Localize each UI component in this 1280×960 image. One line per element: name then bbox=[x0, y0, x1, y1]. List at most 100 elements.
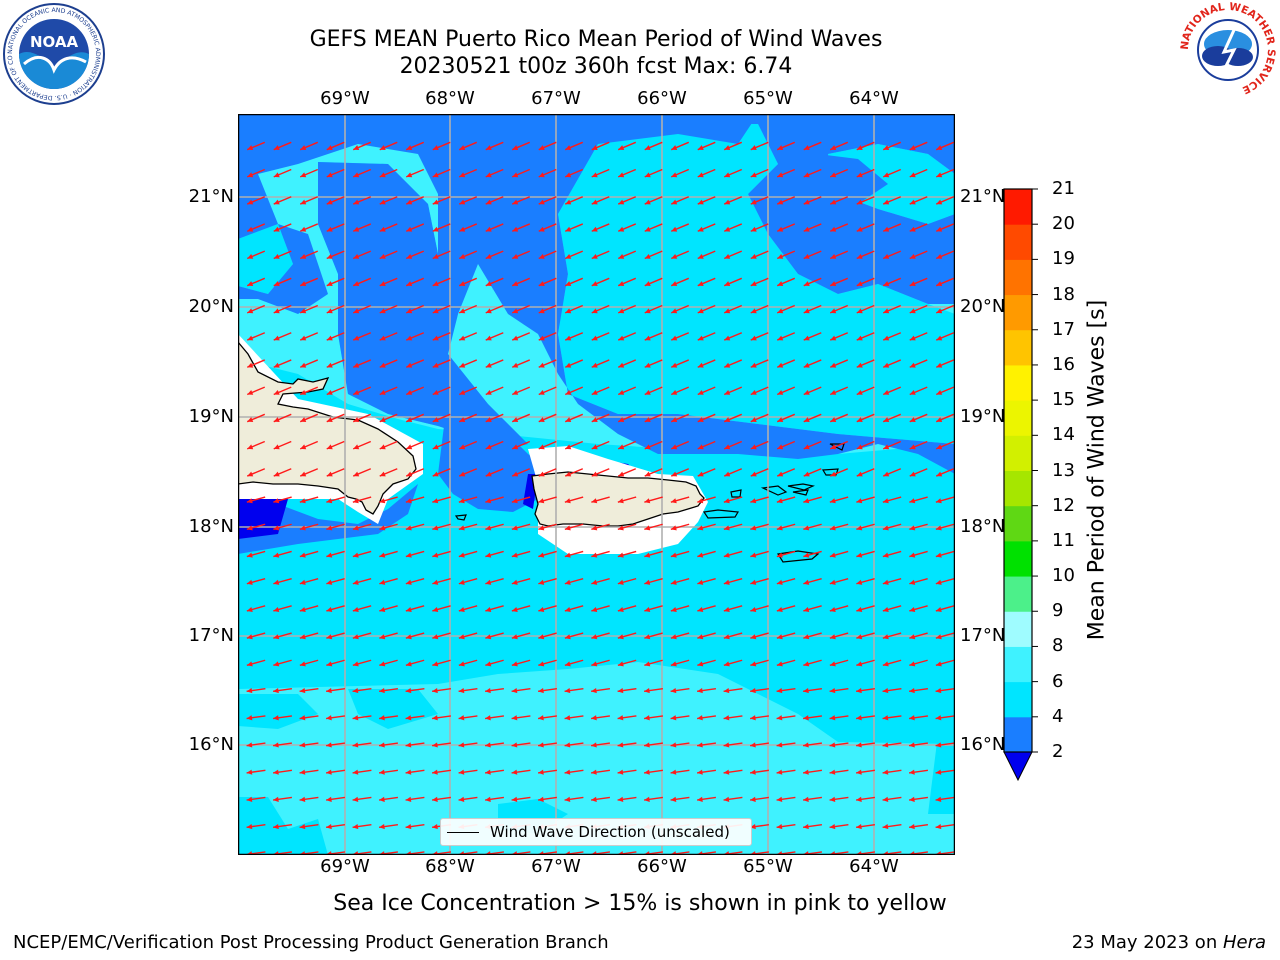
direction-arrow bbox=[379, 223, 398, 232]
direction-arrow bbox=[538, 413, 557, 423]
direction-arrow bbox=[299, 577, 319, 585]
direction-arrow bbox=[776, 196, 796, 205]
lat-tick-left: 19°N bbox=[188, 406, 234, 427]
direction-arrow bbox=[776, 468, 796, 477]
direction-arrow bbox=[696, 796, 717, 802]
direction-arrow bbox=[299, 605, 319, 613]
direction-arrow bbox=[882, 277, 902, 287]
direction-arrow bbox=[855, 823, 876, 830]
lon-tick-bottom: 65°W bbox=[743, 856, 793, 877]
direction-arrow bbox=[431, 769, 452, 775]
direction-arrow bbox=[432, 223, 451, 232]
direction-arrow bbox=[272, 796, 293, 802]
direction-arrow bbox=[432, 550, 451, 558]
direction-arrow bbox=[405, 496, 425, 504]
direction-arrow bbox=[776, 550, 796, 558]
direction-arrow bbox=[511, 440, 531, 450]
direction-arrow bbox=[299, 550, 319, 558]
direction-arrow bbox=[723, 386, 743, 396]
direction-arrow bbox=[246, 823, 266, 830]
direction-arrow bbox=[909, 440, 928, 450]
direction-arrow bbox=[246, 196, 266, 205]
direction-arrow bbox=[803, 605, 822, 613]
direction-arrow bbox=[564, 632, 584, 640]
direction-arrow bbox=[617, 715, 637, 721]
direction-arrow bbox=[776, 304, 796, 314]
direction-arrow bbox=[697, 659, 716, 667]
direction-arrow bbox=[326, 141, 345, 151]
direction-arrow bbox=[538, 550, 557, 558]
direction-arrow bbox=[591, 168, 610, 178]
direction-arrow bbox=[537, 769, 558, 775]
direction-arrow bbox=[458, 223, 478, 232]
direction-arrow bbox=[670, 577, 690, 585]
direction-arrow bbox=[697, 304, 716, 314]
direction-arrow bbox=[379, 440, 398, 450]
direction-arrow bbox=[935, 196, 955, 205]
direction-arrow bbox=[326, 496, 345, 504]
direction-arrow bbox=[803, 496, 822, 504]
direction-arrow bbox=[644, 605, 663, 613]
direction-arrow bbox=[617, 687, 637, 694]
direction-arrow bbox=[246, 659, 266, 667]
wind-wave-direction-arrows bbox=[246, 141, 955, 855]
direction-arrow bbox=[750, 196, 769, 205]
lon-tick-bottom: 67°W bbox=[531, 856, 581, 877]
direction-arrow bbox=[617, 796, 637, 802]
lat-tick-left: 21°N bbox=[188, 186, 234, 207]
direction-arrow bbox=[909, 223, 928, 232]
direction-arrow bbox=[697, 577, 716, 585]
direction-arrow bbox=[405, 386, 425, 396]
direction-arrow bbox=[379, 413, 398, 423]
direction-arrow bbox=[458, 250, 478, 260]
direction-arrow bbox=[405, 359, 425, 368]
colorbar-tick-label: 19 bbox=[1052, 248, 1075, 270]
direction-arrow bbox=[591, 141, 610, 151]
direction-arrow bbox=[326, 196, 345, 205]
direction-arrow bbox=[246, 550, 266, 558]
direction-arrow bbox=[882, 440, 902, 450]
direction-arrow bbox=[590, 742, 611, 748]
direction-arrow bbox=[485, 359, 504, 368]
direction-arrow bbox=[935, 659, 955, 667]
direction-arrow bbox=[405, 715, 425, 721]
direction-arrow bbox=[379, 523, 398, 531]
direction-arrow bbox=[856, 359, 875, 368]
direction-arrow bbox=[803, 632, 822, 640]
direction-arrow bbox=[591, 605, 610, 613]
direction-arrow bbox=[458, 168, 478, 178]
direction-arrow bbox=[458, 196, 478, 205]
direction-arrow bbox=[538, 359, 557, 368]
direction-arrow bbox=[591, 632, 610, 640]
direction-arrow bbox=[909, 250, 928, 260]
direction-arrow bbox=[909, 359, 928, 368]
direction-arrow bbox=[273, 523, 292, 531]
direction-arrow bbox=[644, 550, 663, 558]
direction-arrow bbox=[538, 523, 557, 531]
direction-arrow bbox=[379, 141, 398, 151]
direction-arrow bbox=[750, 223, 769, 232]
direction-arrow bbox=[458, 659, 478, 667]
colorbar bbox=[1003, 188, 1038, 782]
direction-arrow bbox=[802, 796, 823, 802]
direction-arrow bbox=[617, 468, 637, 477]
direction-arrow bbox=[829, 632, 849, 640]
direction-arrow bbox=[273, 605, 292, 613]
direction-arrow bbox=[935, 141, 955, 151]
direction-arrow bbox=[776, 523, 796, 531]
direction-arrow bbox=[590, 687, 611, 694]
direction-arrow bbox=[458, 386, 478, 396]
direction-arrow bbox=[458, 523, 478, 531]
colorbar-tick-label: 11 bbox=[1052, 529, 1075, 551]
direction-arrow bbox=[485, 196, 504, 205]
direction-arrow bbox=[246, 359, 266, 368]
direction-arrow bbox=[537, 687, 558, 694]
direction-arrow bbox=[564, 332, 584, 341]
direction-arrow bbox=[856, 468, 875, 477]
direction-arrow bbox=[352, 577, 372, 585]
direction-arrow bbox=[484, 742, 505, 748]
direction-arrow bbox=[246, 496, 266, 504]
direction-arrow bbox=[352, 823, 372, 830]
direction-arrow bbox=[458, 304, 478, 314]
puerto-rico-land bbox=[531, 471, 705, 527]
